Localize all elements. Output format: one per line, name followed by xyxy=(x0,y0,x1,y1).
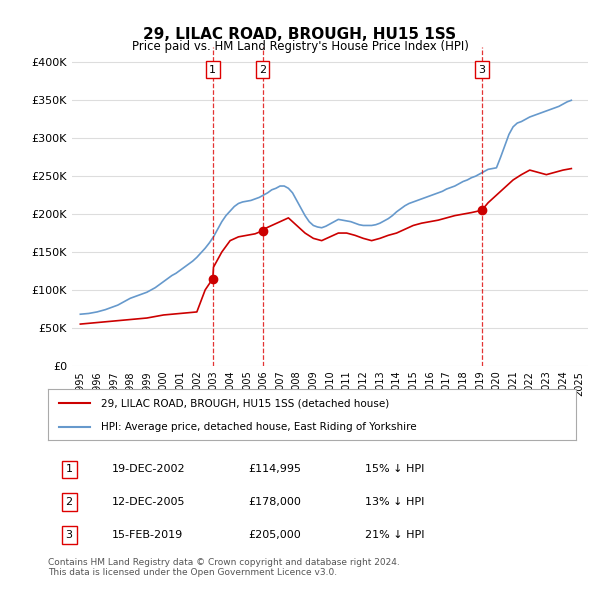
Text: 29, LILAC ROAD, BROUGH, HU15 1SS: 29, LILAC ROAD, BROUGH, HU15 1SS xyxy=(143,27,457,41)
Text: 19-DEC-2002: 19-DEC-2002 xyxy=(112,464,185,474)
Text: 13% ↓ HPI: 13% ↓ HPI xyxy=(365,497,424,507)
Text: Price paid vs. HM Land Registry's House Price Index (HPI): Price paid vs. HM Land Registry's House … xyxy=(131,40,469,53)
Text: 2: 2 xyxy=(259,64,266,74)
Text: 1: 1 xyxy=(209,64,217,74)
Text: £205,000: £205,000 xyxy=(248,530,301,540)
Text: 12-DEC-2005: 12-DEC-2005 xyxy=(112,497,185,507)
Text: £114,995: £114,995 xyxy=(248,464,302,474)
Text: 2: 2 xyxy=(65,497,73,507)
Text: 3: 3 xyxy=(478,64,485,74)
Text: 15% ↓ HPI: 15% ↓ HPI xyxy=(365,464,424,474)
Text: 15-FEB-2019: 15-FEB-2019 xyxy=(112,530,182,540)
Text: HPI: Average price, detached house, East Riding of Yorkshire: HPI: Average price, detached house, East… xyxy=(101,422,416,432)
Text: 3: 3 xyxy=(65,530,73,540)
Text: £178,000: £178,000 xyxy=(248,497,302,507)
Text: 1: 1 xyxy=(65,464,73,474)
Text: Contains HM Land Registry data © Crown copyright and database right 2024.
This d: Contains HM Land Registry data © Crown c… xyxy=(48,558,400,577)
Text: 21% ↓ HPI: 21% ↓ HPI xyxy=(365,530,424,540)
Text: 29, LILAC ROAD, BROUGH, HU15 1SS (detached house): 29, LILAC ROAD, BROUGH, HU15 1SS (detach… xyxy=(101,398,389,408)
